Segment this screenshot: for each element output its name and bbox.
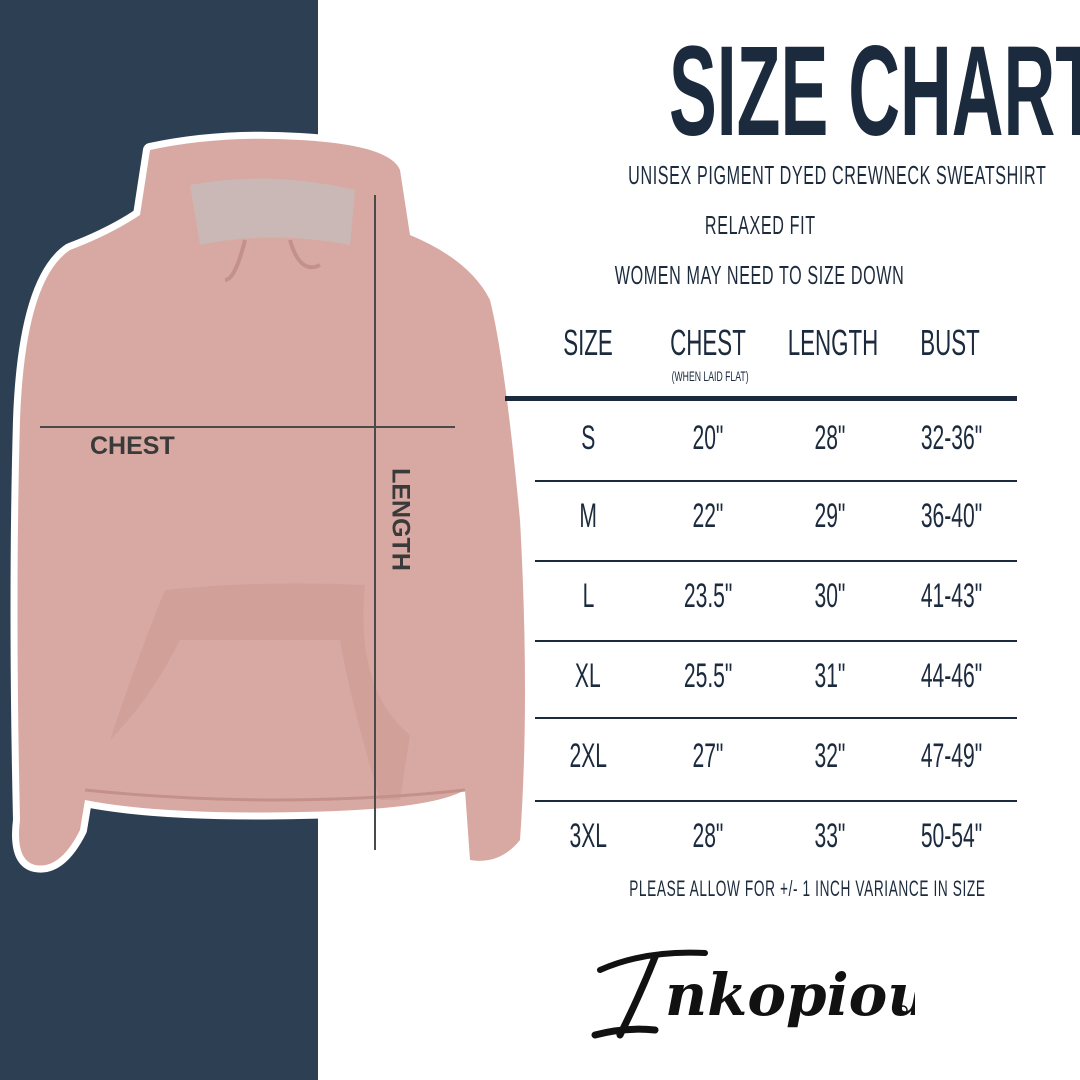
subtitle-fit: RELAXED FIT: [704, 210, 816, 240]
header-divider: [505, 396, 1017, 401]
cell-length: 32": [814, 737, 846, 775]
cell-length: 28": [814, 419, 846, 457]
cell-bust: 36-40": [921, 497, 983, 535]
variance-footnote: PLEASE ALLOW FOR +/- 1 INCH VARIANCE IN …: [629, 876, 986, 901]
row-divider: [535, 640, 1017, 642]
svg-text:nkopious: nkopious: [665, 961, 915, 1029]
cell-chest: 20": [692, 419, 724, 457]
chest-measure-label: CHEST: [90, 432, 175, 460]
subtitle-sizing-note: WOMEN MAY NEED TO SIZE DOWN: [615, 260, 905, 290]
cell-size: 3XL: [569, 817, 607, 855]
page-title: SIZE CHART: [668, 20, 1080, 163]
header-bust: BUST: [920, 322, 980, 363]
row-divider: [535, 480, 1017, 482]
cell-bust: 41-43": [921, 577, 983, 615]
cell-length: 29": [814, 497, 846, 535]
cell-bust: 47-49": [921, 737, 983, 775]
cell-chest: 22": [692, 497, 724, 535]
cell-size: M: [579, 497, 597, 535]
length-measure-label: LENGTH: [386, 468, 415, 571]
hoodie-image: [10, 131, 532, 873]
cell-chest: 23.5": [683, 577, 733, 615]
row-divider: [535, 800, 1017, 802]
cell-chest: 25.5": [683, 657, 733, 695]
cell-size: S: [580, 419, 596, 457]
cell-bust: 44-46": [921, 657, 983, 695]
header-length: LENGTH: [787, 322, 879, 363]
cell-bust: 50-54": [921, 817, 983, 855]
subtitle-product: UNISEX PIGMENT DYED CREWNECK SWEATSHIRT: [628, 160, 1047, 190]
cell-chest: 28": [692, 817, 724, 855]
row-divider: [535, 717, 1017, 719]
cell-bust: 32-36": [921, 419, 983, 457]
header-chest: CHEST: [670, 322, 746, 363]
chest-note: (WHEN LAID FLAT): [671, 368, 749, 384]
cell-length: 31": [814, 657, 846, 695]
cell-length: 30": [814, 577, 846, 615]
header-size: SIZE: [563, 322, 613, 363]
inkopious-logo: nkopious: [591, 949, 915, 1039]
cell-chest: 27": [692, 737, 724, 775]
cell-size: L: [582, 577, 594, 615]
cell-size: XL: [575, 657, 601, 695]
row-divider: [535, 560, 1017, 562]
cell-length: 33": [814, 817, 846, 855]
cell-size: 2XL: [569, 737, 607, 775]
